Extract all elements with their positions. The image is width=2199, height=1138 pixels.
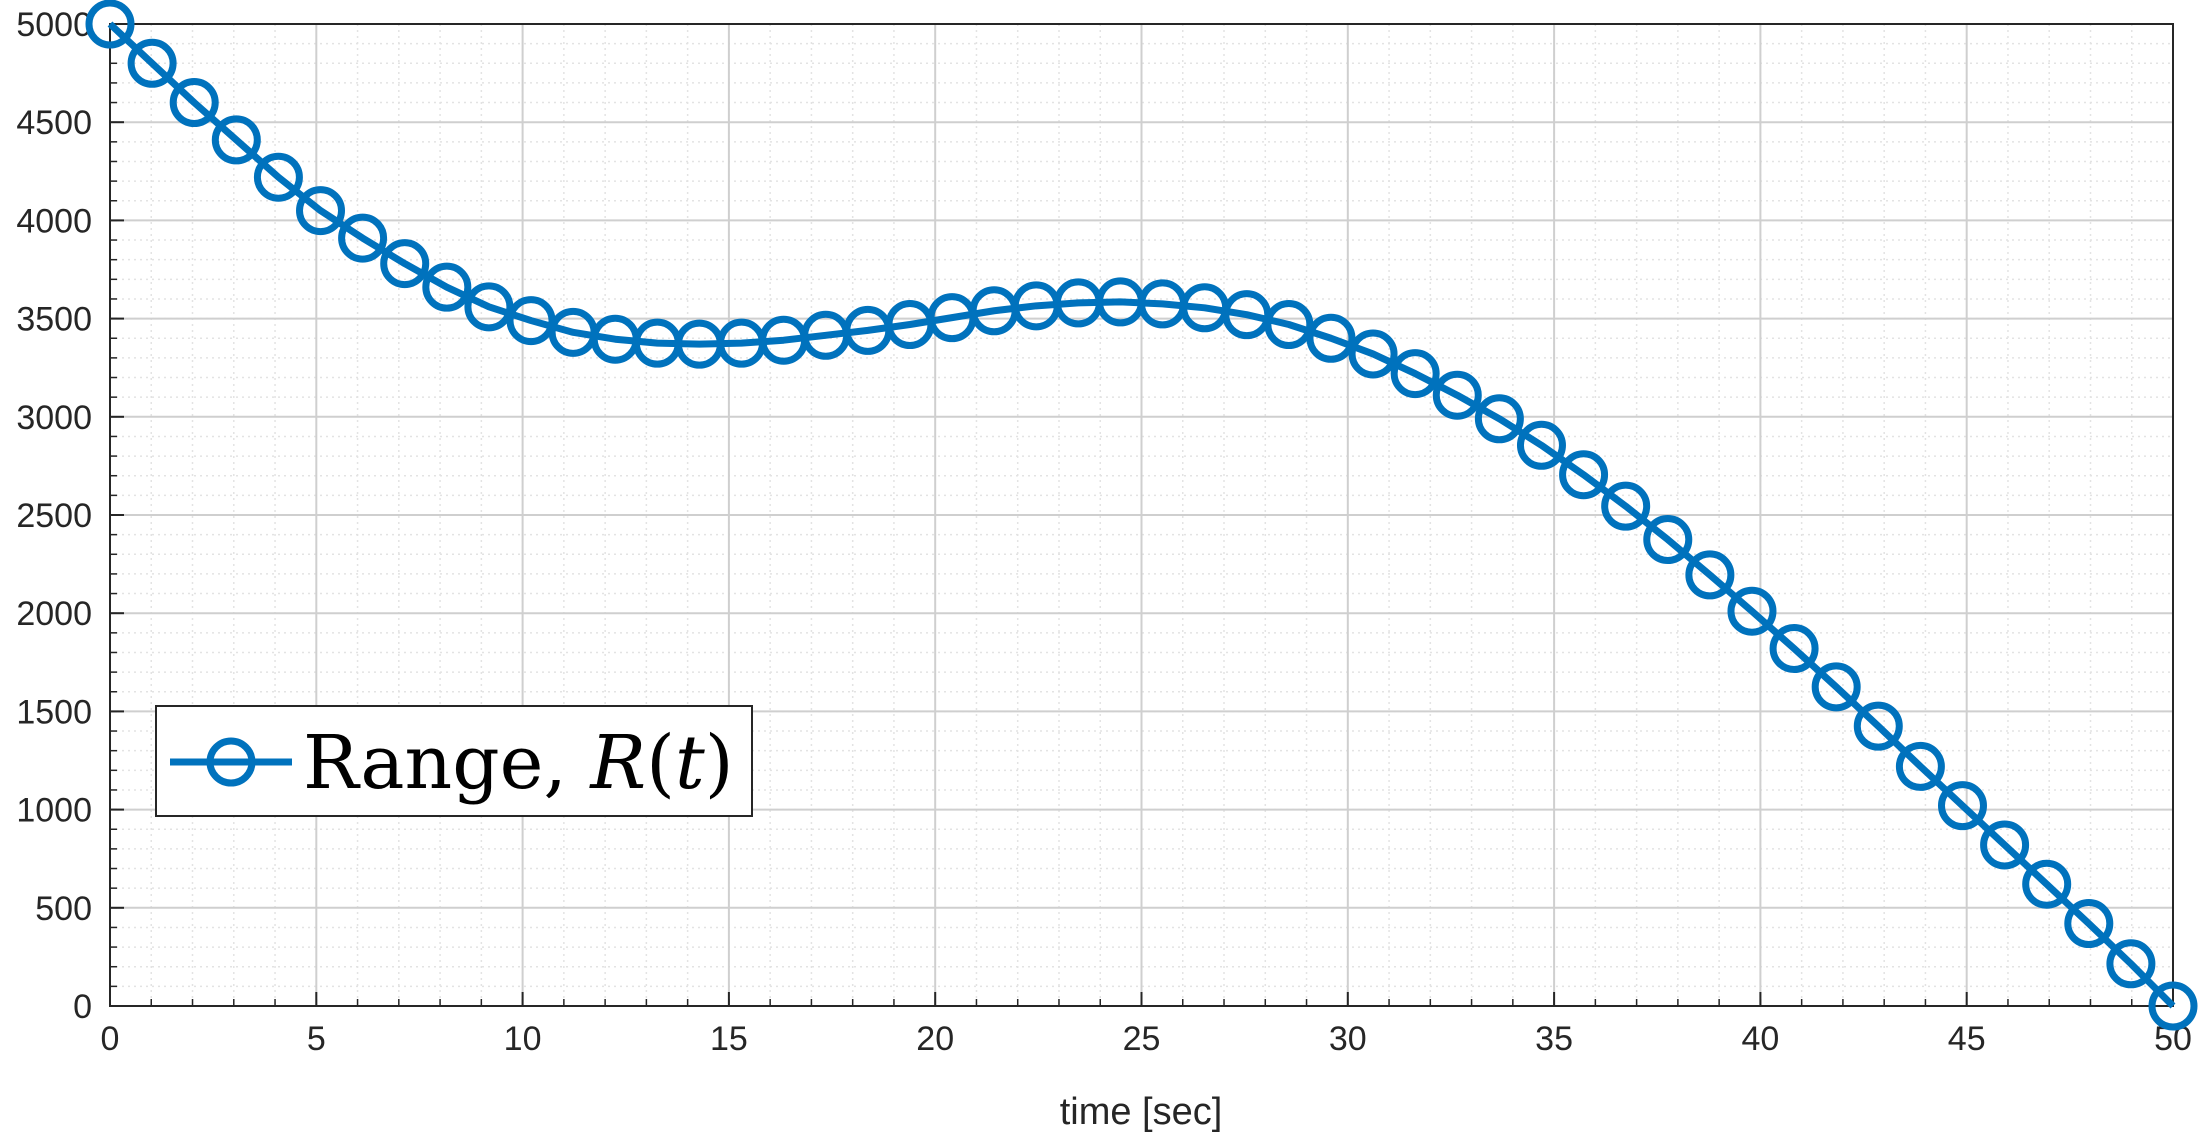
legend-label-paren-close: )	[705, 720, 734, 806]
legend-label-italic-r: R	[588, 720, 646, 806]
data-point-marker	[2148, 981, 2198, 1031]
data-point-marker	[380, 239, 430, 289]
y-tick-label: 5000	[16, 6, 92, 44]
x-tick-label: 30	[1329, 1020, 1367, 1058]
y-axis-ticks: 0 500 1000 1500 2000 2500 3000 3500 4000 4500 5000	[16, 6, 124, 1026]
y-tick-label: 2000	[16, 595, 92, 633]
legend-label-paren-open: (	[646, 720, 675, 806]
data-point-marker	[422, 262, 472, 312]
data-point-marker	[1895, 741, 1945, 791]
data-point-marker	[1432, 370, 1482, 420]
data-point-marker	[85, 0, 135, 49]
x-axis-title: time [sec]	[1060, 1091, 1223, 1133]
data-point-marker	[2106, 939, 2156, 989]
data-point-marker	[338, 213, 388, 263]
data-point-marker	[1601, 481, 1651, 531]
x-tick-label: 20	[916, 1020, 954, 1058]
data-point-marker	[2022, 859, 2072, 909]
legend-label: Range, R(t)	[303, 720, 734, 806]
y-tick-label: 3500	[16, 301, 92, 339]
data-point-marker	[1516, 420, 1566, 470]
data-point-marker	[1559, 450, 1609, 500]
data-point-marker	[1348, 329, 1398, 379]
x-axis-ticks: 0 5 10 15 20 25 30 35 40 45 50	[101, 992, 2192, 1058]
y-tick-label: 3000	[16, 399, 92, 437]
data-point-marker	[2064, 899, 2114, 949]
x-tick-label: 5	[307, 1020, 326, 1058]
y-tick-label: 1000	[16, 792, 92, 830]
x-tick-label: 15	[710, 1020, 748, 1058]
y-tick-label: 500	[35, 890, 92, 928]
x-tick-label: 0	[101, 1020, 120, 1058]
y-tick-label: 0	[73, 988, 92, 1026]
data-point-marker	[1811, 662, 1861, 712]
data-point-marker	[1727, 586, 1777, 636]
data-point-marker	[464, 282, 514, 332]
x-tick-label: 45	[1948, 1020, 1986, 1058]
y-tick-label: 4000	[16, 202, 92, 240]
legend-marker-sample	[206, 737, 256, 787]
data-point-marker	[1937, 781, 1987, 831]
data-point-marker	[1980, 820, 2030, 870]
data-point-marker	[169, 78, 219, 128]
data-point-marker	[1853, 701, 1903, 751]
y-tick-label: 1500	[16, 693, 92, 731]
x-tick-label: 10	[504, 1020, 542, 1058]
data-point-marker	[1643, 515, 1693, 565]
y-tick-label: 4500	[16, 104, 92, 142]
legend-label-italic-t: t	[675, 720, 705, 806]
data-point-marker	[1685, 550, 1735, 600]
data-point-marker	[1474, 394, 1524, 444]
data-point-marker	[253, 152, 303, 202]
data-point-marker	[296, 186, 346, 236]
y-tick-label: 2500	[16, 497, 92, 535]
series-markers-range	[85, 0, 2198, 1031]
data-point-marker	[1769, 624, 1819, 674]
data-point-marker	[127, 38, 177, 88]
data-point-marker	[1390, 349, 1440, 399]
data-point-marker	[211, 115, 261, 165]
x-tick-label: 25	[1123, 1020, 1161, 1058]
legend-label-roman: Range,	[303, 720, 590, 806]
legend: Range, R(t)	[155, 705, 753, 817]
data-point-marker	[1264, 299, 1314, 349]
x-tick-label: 35	[1535, 1020, 1573, 1058]
x-tick-label: 40	[1741, 1020, 1779, 1058]
data-point-marker	[1306, 313, 1356, 363]
